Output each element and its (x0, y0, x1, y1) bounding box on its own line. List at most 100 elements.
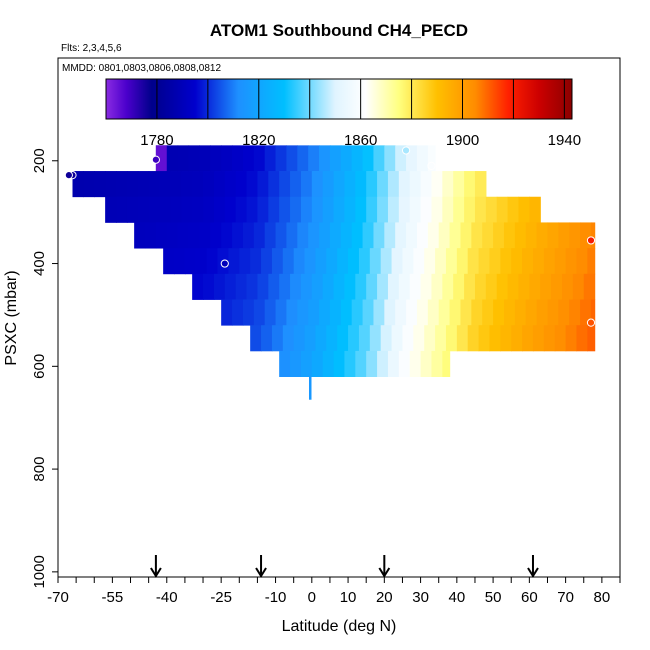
heatmap-cell (558, 299, 570, 326)
heatmap-cell (511, 325, 523, 352)
heatmap-cell (431, 196, 443, 223)
heatmap-cell (235, 196, 248, 223)
colorbar-tick-label: 1780 (140, 132, 173, 149)
colorbar-ticks: 1780 1820 1860 1900 1940 (140, 132, 581, 149)
heatmap-cell (282, 325, 295, 352)
heatmap-cell (145, 222, 157, 249)
heatmap-cell (137, 171, 150, 198)
heatmap-cell (329, 222, 342, 249)
heatmap-cell (235, 273, 248, 300)
data-marker (64, 171, 73, 180)
heatmap-cell (583, 273, 596, 300)
heatmap-cell (406, 145, 418, 172)
heatmap-cell (166, 222, 179, 249)
heatmap-cell (94, 171, 106, 198)
heatmap-cell (373, 222, 385, 249)
heatmap-cell (482, 222, 494, 249)
heatmap-cell (525, 222, 538, 249)
heatmap-cell (489, 248, 501, 275)
heatmap-cell (322, 273, 335, 300)
heatmap-cell (355, 273, 367, 300)
heatmap-cell (366, 196, 378, 223)
heatmap-cell (387, 273, 400, 300)
heatmap-cell (474, 273, 487, 300)
heatmap-cell (344, 196, 356, 223)
chart-title: ATOM1 Southbound CH4_PECD (210, 21, 468, 40)
heatmap-cell (355, 171, 367, 198)
heatmap-cell (395, 222, 407, 249)
heatmap-cell (170, 171, 182, 198)
x-tick-label: 20 (376, 589, 393, 606)
heatmap-cell (402, 248, 414, 275)
heatmap-cell (333, 196, 346, 223)
heatmap-cell (431, 171, 443, 198)
heatmap-cell (177, 222, 190, 249)
data-marker (220, 259, 229, 268)
heatmap-cell (170, 196, 182, 223)
heatmap-cell (471, 299, 483, 326)
heatmap-cell (478, 325, 491, 352)
data-marker (586, 236, 596, 245)
heatmap-cell (203, 273, 215, 300)
heatmap-cell (315, 325, 327, 352)
heatmap-cell (319, 145, 331, 172)
heatmap-cell (333, 171, 346, 198)
heatmap-cell (340, 299, 353, 326)
heatmap-cell (449, 299, 462, 326)
colorbar-tick-label: 1820 (242, 132, 275, 149)
heatmap-cell (540, 273, 552, 300)
heatmap-cell (351, 299, 364, 326)
x-tick-label: 0 (308, 589, 316, 606)
heatmap-cell (474, 196, 487, 223)
heatmap-cell (435, 325, 447, 352)
heatmap-cell (348, 325, 360, 352)
heatmap-cell (532, 325, 545, 352)
heatmap-cell (445, 248, 458, 275)
heatmap-cell (427, 145, 436, 172)
heatmap-cell (424, 325, 436, 352)
colorbar-lines (156, 79, 565, 119)
heatmap-cell (116, 171, 128, 198)
heatmap-cell (507, 273, 520, 300)
heatmap-cell (315, 248, 327, 275)
heatmap-cell (395, 145, 407, 172)
arrow-head (255, 567, 267, 578)
heatmap-cell (576, 248, 588, 275)
heatmap-cell (587, 248, 596, 275)
heatmap-cell (300, 350, 313, 377)
heatmap-cell (442, 196, 454, 223)
heatmap-cell (221, 299, 233, 326)
heatmap-cell (536, 222, 549, 249)
heatmap-cell (355, 196, 367, 223)
heatmap-cell (116, 196, 128, 223)
y-tick-label: 1000 (31, 555, 48, 588)
heatmap-cell (387, 171, 400, 198)
heatmap-cell (271, 325, 284, 352)
heatmap-cell (445, 325, 458, 352)
heatmap-cell (536, 299, 549, 326)
heatmap-cell (257, 196, 269, 223)
heatmap-cell (442, 273, 454, 300)
heatmap-cell (221, 145, 233, 172)
heatmap-cell (420, 171, 433, 198)
heatmap-cell (518, 273, 530, 300)
heatmap-cell (431, 273, 443, 300)
heatmap-cell (268, 171, 280, 198)
heatmap-cell (362, 222, 375, 249)
heatmap-cell (322, 196, 335, 223)
heatmap-cell (565, 248, 578, 275)
heatmap-cell (366, 273, 378, 300)
heatmap-cell (311, 171, 324, 198)
heatmap-cell (485, 273, 498, 300)
heatmap-cell (297, 222, 309, 249)
heatmap-cell (442, 350, 451, 377)
heatmap-cell (155, 222, 168, 249)
data-marker (151, 155, 160, 164)
arrow-head (527, 567, 539, 578)
heatmap-cell (232, 222, 244, 249)
heatmap-cell (137, 196, 150, 223)
heatmap-cell (297, 145, 309, 172)
heatmap-cell (503, 299, 516, 326)
heatmap-cell (358, 325, 371, 352)
arrow-head (378, 567, 391, 578)
